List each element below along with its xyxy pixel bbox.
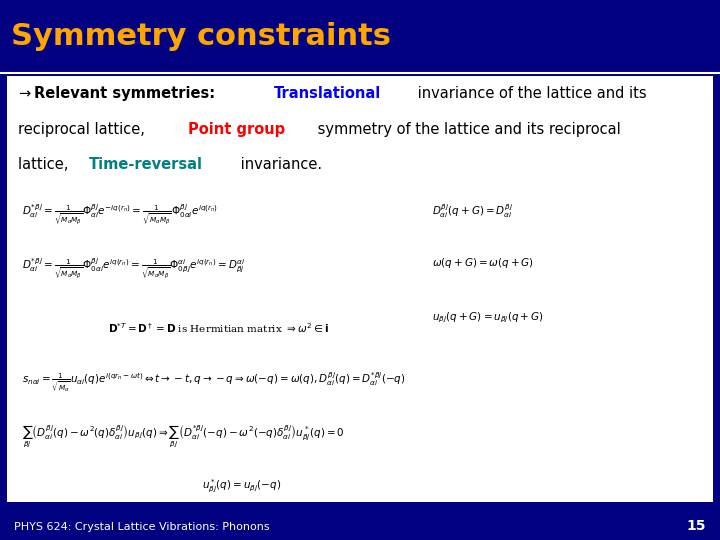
Text: PHYS 624: Crystal Lattice Vibrations: Phonons: PHYS 624: Crystal Lattice Vibrations: Ph… bbox=[14, 522, 270, 531]
Text: Symmetry constraints: Symmetry constraints bbox=[11, 22, 391, 51]
FancyBboxPatch shape bbox=[0, 0, 720, 73]
Text: $D_{\alpha i}^{\beta j}(q+G) = D_{\alpha i}^{\beta j}$: $D_{\alpha i}^{\beta j}(q+G) = D_{\alpha… bbox=[432, 202, 513, 220]
Text: 15: 15 bbox=[686, 519, 706, 534]
Text: symmetry of the lattice and its reciprocal: symmetry of the lattice and its reciproc… bbox=[313, 122, 621, 137]
Text: Time-reversal: Time-reversal bbox=[89, 157, 203, 172]
Text: invariance of the lattice and its: invariance of the lattice and its bbox=[413, 86, 646, 102]
FancyBboxPatch shape bbox=[0, 502, 720, 540]
Text: $\omega(q+G) = \omega(q+G)$: $\omega(q+G) = \omega(q+G)$ bbox=[432, 256, 534, 271]
Text: Translational: Translational bbox=[274, 86, 382, 102]
Text: $\mathbf{D}^{*T} = \mathbf{D}^\dagger = \mathbf{D}$ is Hermitian matrix $\Righta: $\mathbf{D}^{*T} = \mathbf{D}^\dagger = … bbox=[108, 321, 329, 335]
Text: Point group: Point group bbox=[188, 122, 285, 137]
FancyBboxPatch shape bbox=[7, 76, 713, 502]
Text: reciprocal lattice,: reciprocal lattice, bbox=[18, 122, 150, 137]
Text: lattice,: lattice, bbox=[18, 157, 73, 172]
Text: $D_{\alpha i}^{*\beta j} = \frac{1}{\sqrt{M_\alpha M_\beta}} \Phi_{0\alpha i}^{\: $D_{\alpha i}^{*\beta j} = \frac{1}{\sqr… bbox=[22, 256, 246, 281]
Text: →: → bbox=[18, 86, 30, 102]
Text: $D_{\alpha i}^{*\beta j} = \frac{1}{\sqrt{M_\alpha M_\beta}} \Phi_{\alpha i}^{\b: $D_{\alpha i}^{*\beta j} = \frac{1}{\sqr… bbox=[22, 202, 217, 227]
Text: $s_{n\alpha i} = \frac{1}{\sqrt{M_\alpha}} u_{\alpha i}(q) e^{i(qr_n - \omega t): $s_{n\alpha i} = \frac{1}{\sqrt{M_\alpha… bbox=[22, 370, 405, 394]
Text: $u_{\beta j}^*(q) = u_{\beta j}(-q)$: $u_{\beta j}^*(q) = u_{\beta j}(-q)$ bbox=[202, 478, 281, 495]
Text: invariance.: invariance. bbox=[236, 157, 322, 172]
Text: Relevant symmetries:: Relevant symmetries: bbox=[34, 86, 220, 102]
Text: $\sum_{\beta j}\left(D_{\alpha i}^{\beta j}(q) - \omega^2(q)\delta_{\alpha i}^{\: $\sum_{\beta j}\left(D_{\alpha i}^{\beta… bbox=[22, 424, 344, 450]
Text: $u_{\beta j}(q+G) = u_{\beta j}(q+G)$: $u_{\beta j}(q+G) = u_{\beta j}(q+G)$ bbox=[432, 310, 544, 325]
